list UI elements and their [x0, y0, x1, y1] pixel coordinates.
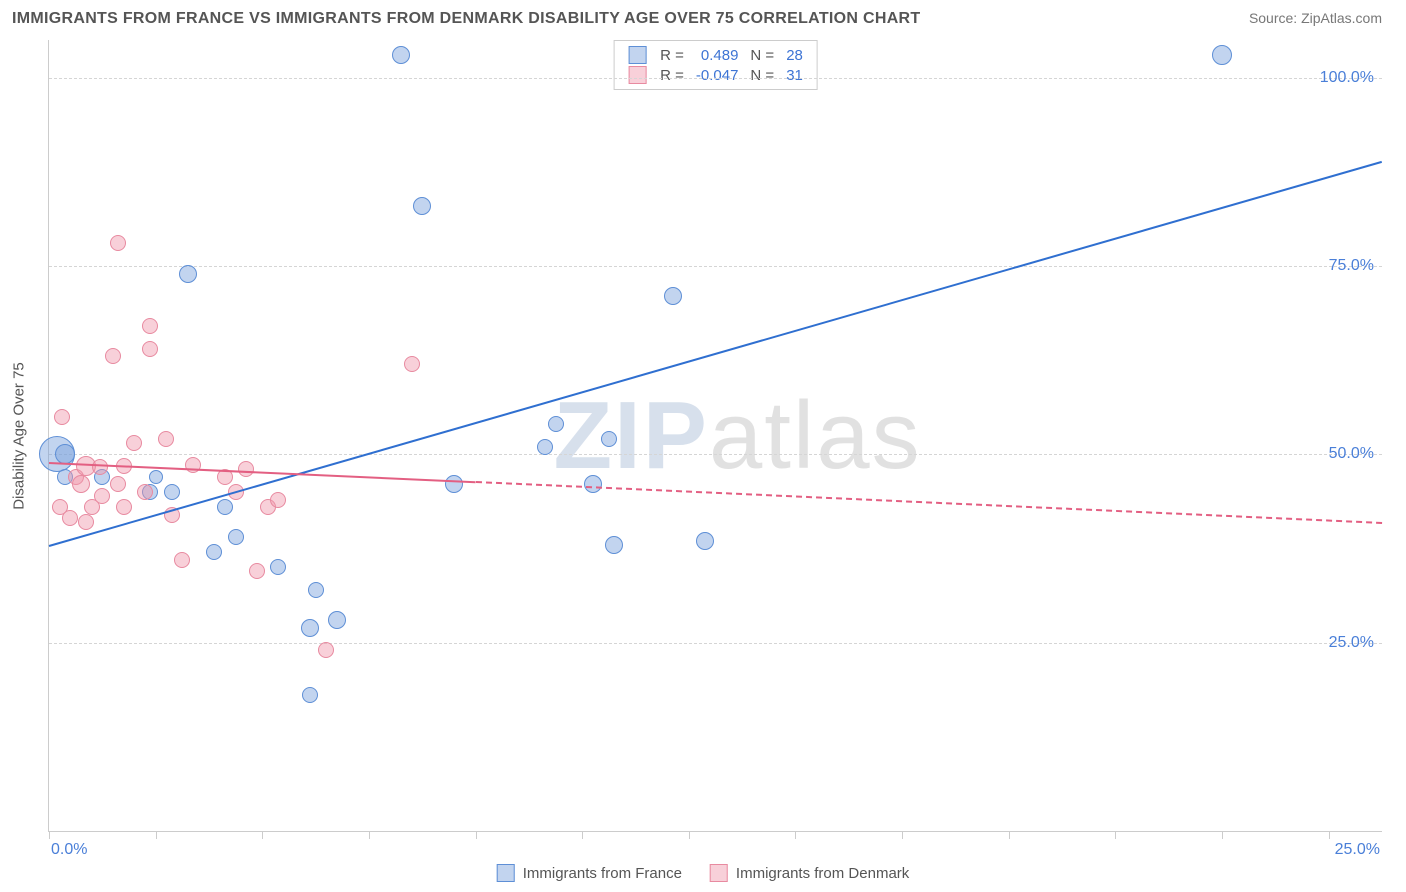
scatter-point: [392, 46, 410, 64]
scatter-point: [1212, 45, 1232, 65]
x-tick: [1009, 831, 1010, 839]
scatter-point: [308, 582, 324, 598]
gridline: [49, 643, 1382, 644]
legend-label: Immigrants from Denmark: [736, 865, 909, 882]
x-tick: [582, 831, 583, 839]
scatter-point: [548, 416, 564, 432]
scatter-point: [270, 492, 286, 508]
legend-label: Immigrants from France: [523, 865, 682, 882]
legend-series: Immigrants from France Immigrants from De…: [497, 864, 910, 882]
scatter-point: [413, 197, 431, 215]
legend-item: Immigrants from France: [497, 864, 682, 882]
scatter-point: [164, 484, 180, 500]
scatter-point: [55, 444, 75, 464]
x-tick: [156, 831, 157, 839]
scatter-point: [404, 356, 420, 372]
plot-area: Disability Age Over 75 ZIPatlas R =0.489…: [48, 40, 1382, 832]
scatter-point: [174, 552, 190, 568]
y-tick-label: 50.0%: [1329, 445, 1374, 463]
scatter-point: [584, 475, 602, 493]
y-tick-label: 100.0%: [1320, 69, 1374, 87]
scatter-point: [601, 431, 617, 447]
scatter-point: [110, 235, 126, 251]
scatter-point: [158, 431, 174, 447]
legend-n-label: N =: [744, 45, 780, 65]
x-axis-min-label: 0.0%: [51, 841, 87, 859]
scatter-point: [105, 348, 121, 364]
trend-line: [476, 481, 1383, 524]
scatter-point: [179, 265, 197, 283]
gridline: [49, 454, 1382, 455]
y-tick-label: 25.0%: [1329, 634, 1374, 652]
legend-swatch: [710, 864, 728, 882]
scatter-point: [301, 619, 319, 637]
gridline: [49, 78, 1382, 79]
legend-r-value: -0.047: [690, 65, 745, 85]
scatter-point: [110, 476, 126, 492]
legend-swatch: [497, 864, 515, 882]
scatter-point: [238, 461, 254, 477]
scatter-point: [137, 484, 153, 500]
x-tick: [689, 831, 690, 839]
chart-header: IMMIGRANTS FROM FRANCE VS IMMIGRANTS FRO…: [0, 0, 1406, 32]
scatter-point: [62, 510, 78, 526]
scatter-point: [142, 318, 158, 334]
chart-title: IMMIGRANTS FROM FRANCE VS IMMIGRANTS FRO…: [12, 10, 920, 28]
x-tick: [369, 831, 370, 839]
scatter-point: [328, 611, 346, 629]
legend-item: Immigrants from Denmark: [710, 864, 909, 882]
scatter-point: [228, 529, 244, 545]
x-tick: [1329, 831, 1330, 839]
scatter-point: [318, 642, 334, 658]
x-tick: [262, 831, 263, 839]
legend-swatch: [628, 66, 646, 84]
x-tick: [49, 831, 50, 839]
scatter-point: [696, 532, 714, 550]
scatter-point: [605, 536, 623, 554]
scatter-point: [149, 470, 163, 484]
watermark-brand: ZIP: [554, 382, 709, 489]
trend-line: [49, 161, 1383, 547]
scatter-point: [92, 459, 108, 475]
scatter-point: [94, 488, 110, 504]
scatter-point: [142, 341, 158, 357]
scatter-point: [78, 514, 94, 530]
scatter-point: [270, 559, 286, 575]
x-tick: [1115, 831, 1116, 839]
legend-r-value: 0.489: [690, 45, 745, 65]
scatter-point: [126, 435, 142, 451]
legend-r-label: R =: [654, 45, 690, 65]
legend-correlation: R =0.489N =28R =-0.047N =31: [613, 40, 818, 90]
legend-row: R =0.489N =28: [622, 45, 809, 65]
legend-r-label: R =: [654, 65, 690, 85]
x-tick: [795, 831, 796, 839]
x-tick: [1222, 831, 1223, 839]
scatter-point: [537, 439, 553, 455]
legend-n-value: 31: [780, 65, 809, 85]
scatter-point: [72, 475, 90, 493]
legend-swatch: [628, 46, 646, 64]
scatter-point: [249, 563, 265, 579]
y-axis-title: Disability Age Over 75: [11, 362, 28, 510]
legend-n-value: 28: [780, 45, 809, 65]
scatter-point: [302, 687, 318, 703]
y-tick-label: 75.0%: [1329, 257, 1374, 275]
scatter-point: [445, 475, 463, 493]
scatter-point: [206, 544, 222, 560]
scatter-point: [217, 499, 233, 515]
gridline: [49, 266, 1382, 267]
chart-source: Source: ZipAtlas.com: [1249, 10, 1382, 26]
legend-row: R =-0.047N =31: [622, 65, 809, 85]
scatter-point: [116, 499, 132, 515]
x-axis-max-label: 25.0%: [1335, 841, 1380, 859]
chart-area: Disability Age Over 75 ZIPatlas R =0.489…: [48, 40, 1382, 832]
watermark-rest: atlas: [709, 382, 922, 489]
x-tick: [902, 831, 903, 839]
legend-n-label: N =: [744, 65, 780, 85]
scatter-point: [54, 409, 70, 425]
scatter-point: [664, 287, 682, 305]
x-tick: [476, 831, 477, 839]
